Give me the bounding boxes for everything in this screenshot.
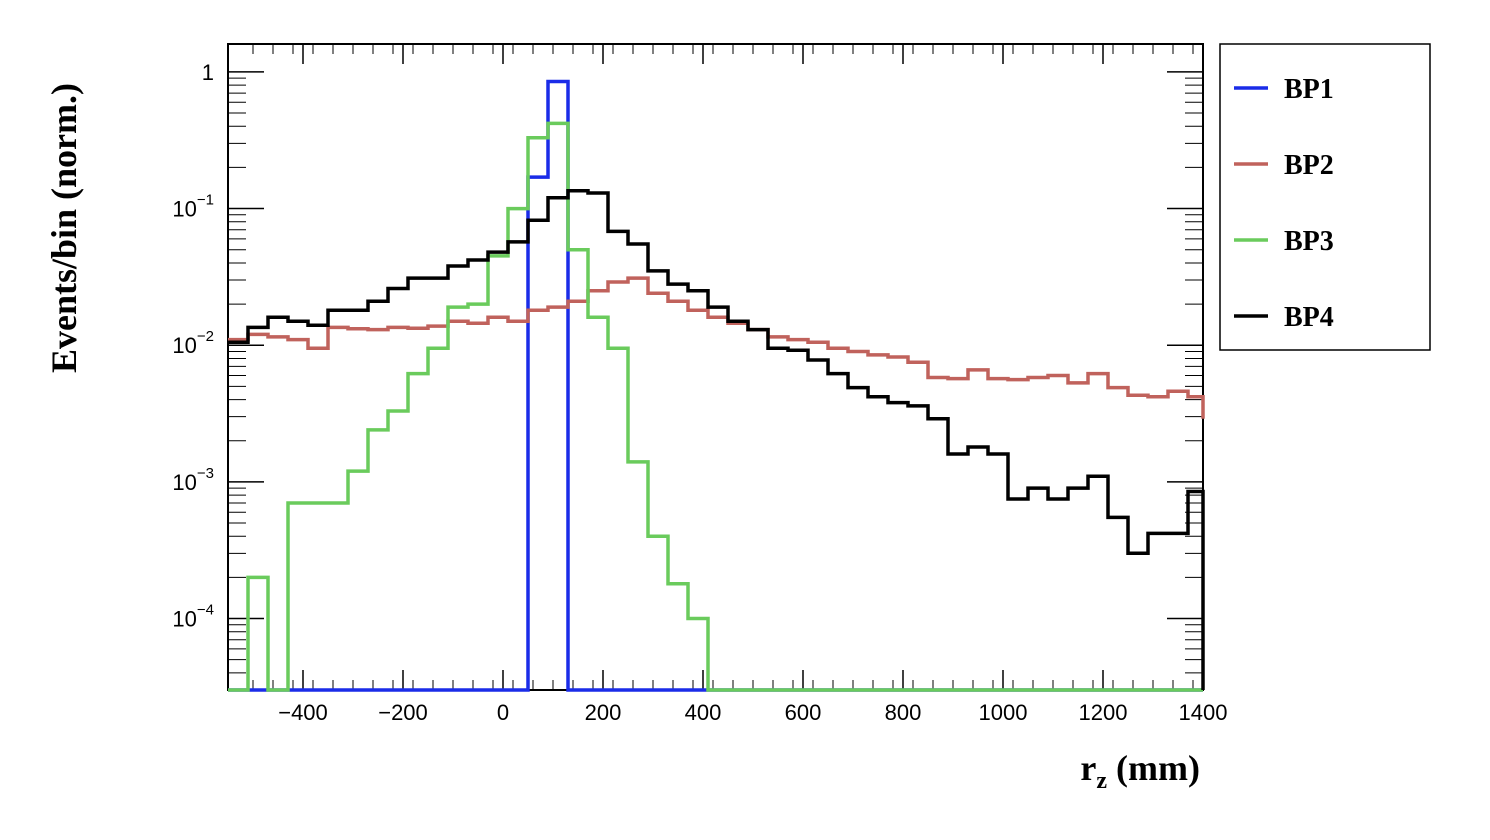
x-tick-label: 200 (585, 700, 622, 725)
minor-ticks (228, 44, 1203, 691)
y-tick-exponent: −2 (197, 328, 214, 345)
y-tick-label: 10−3 (172, 465, 214, 495)
series-bp3 (228, 121, 1203, 692)
y-tick-exponent: −3 (197, 465, 214, 482)
legend-label-bp4: BP4 (1284, 302, 1334, 333)
y-tick-label: 10−1 (172, 192, 214, 222)
x-tick-label: 1000 (979, 700, 1028, 725)
y-tick-base: 10 (172, 470, 196, 495)
y-tick-label: 10−4 (172, 602, 214, 632)
x-tick-label: 1200 (1079, 700, 1128, 725)
x-tick-label: −200 (378, 700, 428, 725)
legend-label-bp2: BP2 (1284, 150, 1334, 181)
x-axis-title-unit: (mm) (1107, 748, 1200, 788)
x-axis-title-sub: z (1096, 768, 1107, 794)
y-axis-title: Events/bin (norm.) (44, 83, 84, 373)
y-tick-exponent: −1 (197, 192, 214, 209)
legend-entries: BP1 BP2 BP3 BP4 (1234, 74, 1334, 333)
legend-label-bp3: BP3 (1284, 226, 1334, 257)
major-ticks (228, 44, 1204, 690)
x-axis-title: rz (mm) (1080, 748, 1200, 794)
y-tick-base: 10 (172, 197, 196, 222)
series-bp2 (228, 276, 1205, 419)
y-tick-base: 10 (172, 333, 196, 358)
series-bp4 (228, 188, 1205, 690)
x-axis-title-main: r (1080, 748, 1096, 788)
series-layer (228, 79, 1205, 692)
series-bp1 (228, 79, 1203, 692)
y-tick-label: 1 (202, 60, 214, 85)
y-tick-base: 10 (172, 607, 196, 632)
x-tick-label: 1400 (1179, 700, 1228, 725)
legend-label-bp1: BP1 (1284, 74, 1334, 105)
y-tick-labels: 110−110−210−310−4 (172, 60, 214, 632)
plot-frame (227, 43, 1204, 691)
y-tick-base: 1 (202, 60, 214, 85)
x-tick-label: −400 (278, 700, 328, 725)
x-tick-label: 600 (785, 700, 822, 725)
y-tick-label: 10−2 (172, 328, 214, 358)
x-tick-labels: −400 −200 0 200 400 600 800 1000 1200 1400 (278, 700, 1227, 725)
legend-box (1219, 43, 1431, 351)
x-tick-label: 400 (685, 700, 722, 725)
y-tick-exponent: −4 (197, 602, 214, 619)
x-tick-label: 0 (497, 700, 509, 725)
x-tick-label: 800 (885, 700, 922, 725)
